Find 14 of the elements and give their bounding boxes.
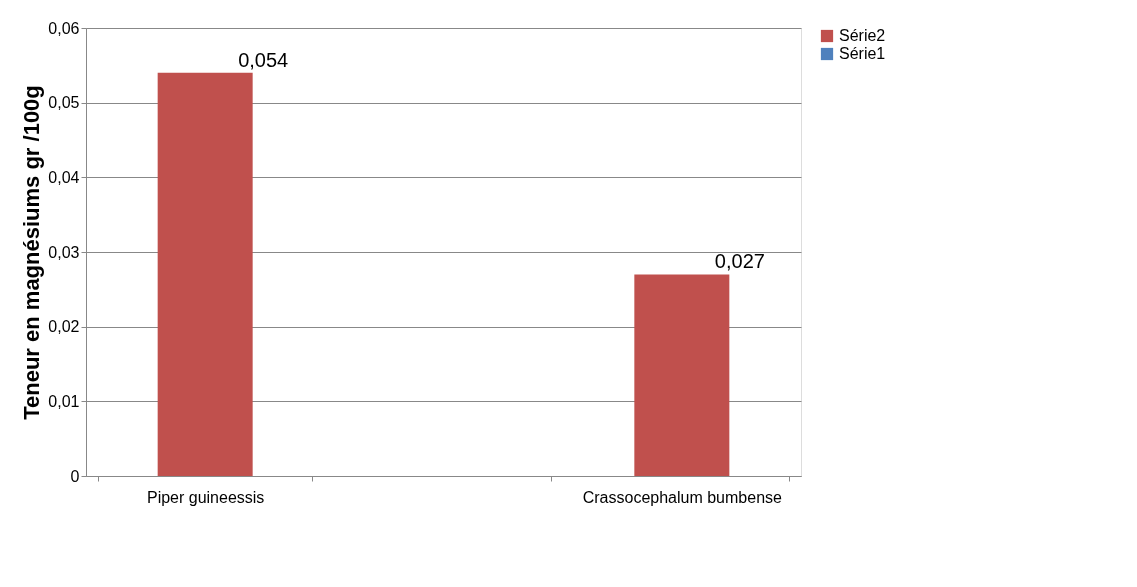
legend-label: Série1 xyxy=(839,45,886,62)
y-tick-label: 0,05 xyxy=(48,94,80,112)
data-label: 0,027 xyxy=(714,250,765,273)
legend-label: Série2 xyxy=(839,27,886,44)
y-tick-label: 0,04 xyxy=(48,168,80,186)
y-tick-label: 0,02 xyxy=(48,318,80,336)
y-tick-label: 0,06 xyxy=(48,19,80,37)
y-tick-label: 0 xyxy=(70,467,80,485)
x-tick-label: Crassocephalum bumbense xyxy=(582,488,783,506)
y-tick-label: 0,03 xyxy=(48,243,80,261)
y-tick-label: 0,01 xyxy=(48,392,80,410)
x-tick-label: Piper guineessis xyxy=(146,488,265,506)
data-label: 0,054 xyxy=(238,48,289,71)
y-axis-title: Teneur en magnésiums gr /100g xyxy=(19,85,45,420)
